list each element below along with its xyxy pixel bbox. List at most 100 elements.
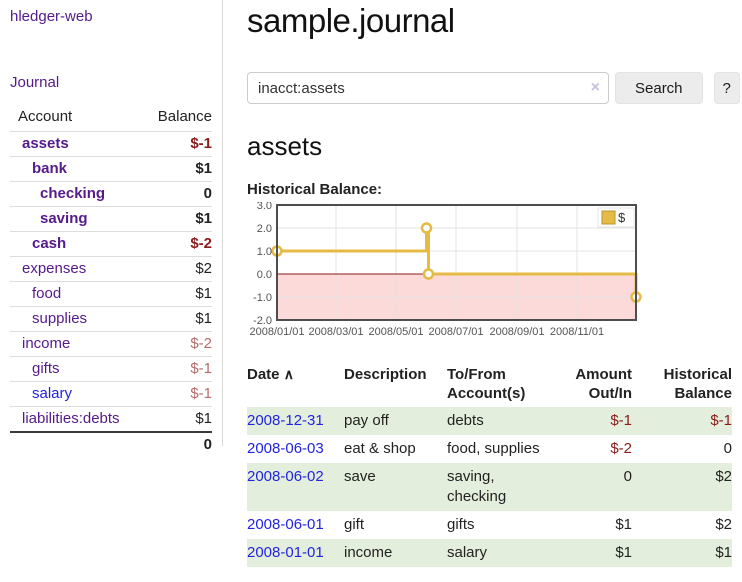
brand-link[interactable]: hledger-web bbox=[10, 8, 93, 25]
transaction-balance: 0 bbox=[723, 440, 732, 457]
data-point-marker[interactable] bbox=[422, 268, 435, 280]
account-row-supplies: supplies $1 bbox=[10, 306, 212, 332]
x-tick-label: 2008/05/01 bbox=[368, 326, 423, 338]
sort-ascending-icon: ∧ bbox=[283, 366, 294, 382]
account-row-saving: saving $1 bbox=[10, 206, 212, 232]
transaction-amount: $-2 bbox=[610, 440, 632, 457]
data-point-marker[interactable] bbox=[420, 222, 433, 234]
register-header-date-label: Date bbox=[247, 366, 280, 383]
search-input[interactable] bbox=[247, 72, 609, 104]
register-header-amount: Amount Out/In bbox=[575, 366, 632, 402]
transaction-balance: $2 bbox=[632, 463, 732, 511]
accounts-total-value: 0 bbox=[203, 436, 212, 453]
account-row-expenses: expenses $2 bbox=[10, 256, 212, 282]
transaction-amount: $1 bbox=[615, 516, 632, 533]
accounts-header-row: Account Balance bbox=[10, 105, 212, 132]
account-balance: $-1 bbox=[190, 385, 212, 402]
account-link-checking[interactable]: checking bbox=[40, 185, 106, 202]
y-tick-label: 0.0 bbox=[257, 269, 272, 281]
account-balance: $1 bbox=[195, 210, 212, 227]
transaction-date-link[interactable]: 2008-01-01 bbox=[247, 544, 324, 561]
transaction-date-link[interactable]: 2008-12-31 bbox=[247, 412, 324, 429]
transaction-accounts: saving, checking bbox=[447, 463, 555, 511]
transaction-accounts: salary bbox=[447, 539, 555, 567]
register-row: 2008-06-01 gift gifts $1 $2 bbox=[247, 511, 732, 539]
account-link-liabilities-debts[interactable]: liabilities:debts bbox=[22, 410, 120, 427]
transaction-date-link[interactable]: 2008-06-01 bbox=[247, 516, 324, 533]
transaction-date-link[interactable]: 2008-06-03 bbox=[247, 440, 324, 457]
sidebar: hledger-web Journal Account Balance asse… bbox=[0, 0, 223, 453]
transaction-balance: $2 bbox=[715, 516, 732, 533]
legend-label: $ bbox=[618, 210, 626, 225]
account-link-salary[interactable]: salary bbox=[32, 385, 73, 402]
account-row-gifts: gifts $-1 bbox=[10, 356, 212, 382]
transaction-description: income bbox=[344, 539, 447, 567]
account-balance: $-1 bbox=[190, 360, 212, 377]
transaction-balance: $-1 bbox=[632, 407, 732, 435]
account-balance: 0 bbox=[203, 185, 212, 202]
account-balance: $1 bbox=[195, 285, 212, 302]
y-tick-label: 2.0 bbox=[257, 223, 272, 235]
account-link-expenses[interactable]: expenses bbox=[22, 260, 87, 277]
account-row-cash: cash $-2 bbox=[10, 231, 212, 257]
x-tick-label: 2008/03/01 bbox=[308, 326, 363, 338]
transaction-amount: $1 bbox=[555, 539, 632, 567]
main-content: sample.journal × Search ? assets Histori… bbox=[223, 0, 742, 567]
legend-swatch bbox=[601, 210, 616, 225]
register-header-date[interactable]: Date ∧ bbox=[247, 363, 344, 407]
clear-search-icon[interactable]: × bbox=[590, 79, 600, 96]
register-header-description: Description bbox=[344, 366, 427, 383]
transaction-description: eat & shop bbox=[344, 440, 416, 457]
transaction-balance: $1 bbox=[632, 539, 732, 567]
transaction-date-link[interactable]: 2008-06-02 bbox=[247, 468, 324, 485]
account-row-income: income $-2 bbox=[10, 331, 212, 357]
account-heading: assets bbox=[247, 131, 323, 161]
account-balance: $-2 bbox=[190, 335, 212, 352]
transaction-accounts: food, supplies bbox=[447, 440, 540, 457]
help-button[interactable]: ? bbox=[713, 72, 740, 104]
page-title: sample.journal bbox=[247, 2, 455, 39]
account-link-cash[interactable]: cash bbox=[32, 235, 67, 252]
accounts-header-account: Account bbox=[18, 108, 73, 125]
y-tick-label: 3.0 bbox=[257, 202, 272, 212]
transaction-accounts: gifts bbox=[447, 516, 475, 533]
account-row-checking: checking 0 bbox=[10, 181, 212, 207]
account-row-liabilities-debts: liabilities:debts $1 bbox=[10, 406, 212, 433]
account-link-assets[interactable]: assets bbox=[22, 135, 69, 152]
register-row: 2008-06-02 save saving, checking 0 $2 bbox=[247, 463, 732, 511]
account-balance: $1 bbox=[195, 410, 212, 427]
plot-border bbox=[276, 204, 637, 321]
y-tick-label: -2.0 bbox=[253, 315, 272, 327]
accounts-header-balance: Balance bbox=[157, 108, 212, 125]
x-tick-label: 2008/07/01 bbox=[428, 326, 483, 338]
account-link-food[interactable]: food bbox=[32, 285, 62, 302]
register-header-row: Date ∧ Description To/From Account(s) Am… bbox=[247, 363, 732, 407]
account-link-income[interactable]: income bbox=[22, 335, 71, 352]
account-balance: $2 bbox=[195, 260, 212, 277]
app-window: hledger-web Journal Account Balance asse… bbox=[0, 0, 742, 567]
account-balance: $1 bbox=[195, 310, 212, 327]
transaction-amount: 0 bbox=[555, 463, 632, 511]
account-row-bank: bank $1 bbox=[10, 156, 212, 182]
register-row: 2008-12-31 pay off debts $-1 $-1 bbox=[247, 407, 732, 435]
transaction-description: save bbox=[344, 463, 447, 511]
account-row-food: food $1 bbox=[10, 281, 212, 307]
register-table: Date ∧ Description To/From Account(s) Am… bbox=[247, 363, 732, 567]
transaction-amount: $-1 bbox=[555, 407, 632, 435]
accounts-total-row: 0 bbox=[10, 432, 212, 457]
accounts-table: Account Balance assets $-1 bank $1 check… bbox=[10, 105, 212, 457]
search-button[interactable]: Search bbox=[615, 72, 703, 104]
account-link-supplies[interactable]: supplies bbox=[32, 310, 88, 327]
account-link-gifts[interactable]: gifts bbox=[32, 360, 60, 377]
x-tick-label: 2008/09/01 bbox=[489, 326, 544, 338]
account-link-bank[interactable]: bank bbox=[32, 160, 68, 177]
register-row: 2008-01-01 income salary $1 $1 bbox=[247, 539, 732, 567]
x-tick-label: 2008/11/01 bbox=[550, 326, 604, 338]
sidebar-item-journal[interactable]: Journal bbox=[10, 74, 60, 91]
register-row: 2008-06-03 eat & shop food, supplies $-2… bbox=[247, 435, 732, 463]
account-balance: $-1 bbox=[190, 135, 212, 152]
register-header-accounts: To/From Account(s) bbox=[447, 366, 526, 402]
account-link-saving[interactable]: saving bbox=[40, 210, 88, 227]
account-balance: $1 bbox=[195, 160, 212, 177]
